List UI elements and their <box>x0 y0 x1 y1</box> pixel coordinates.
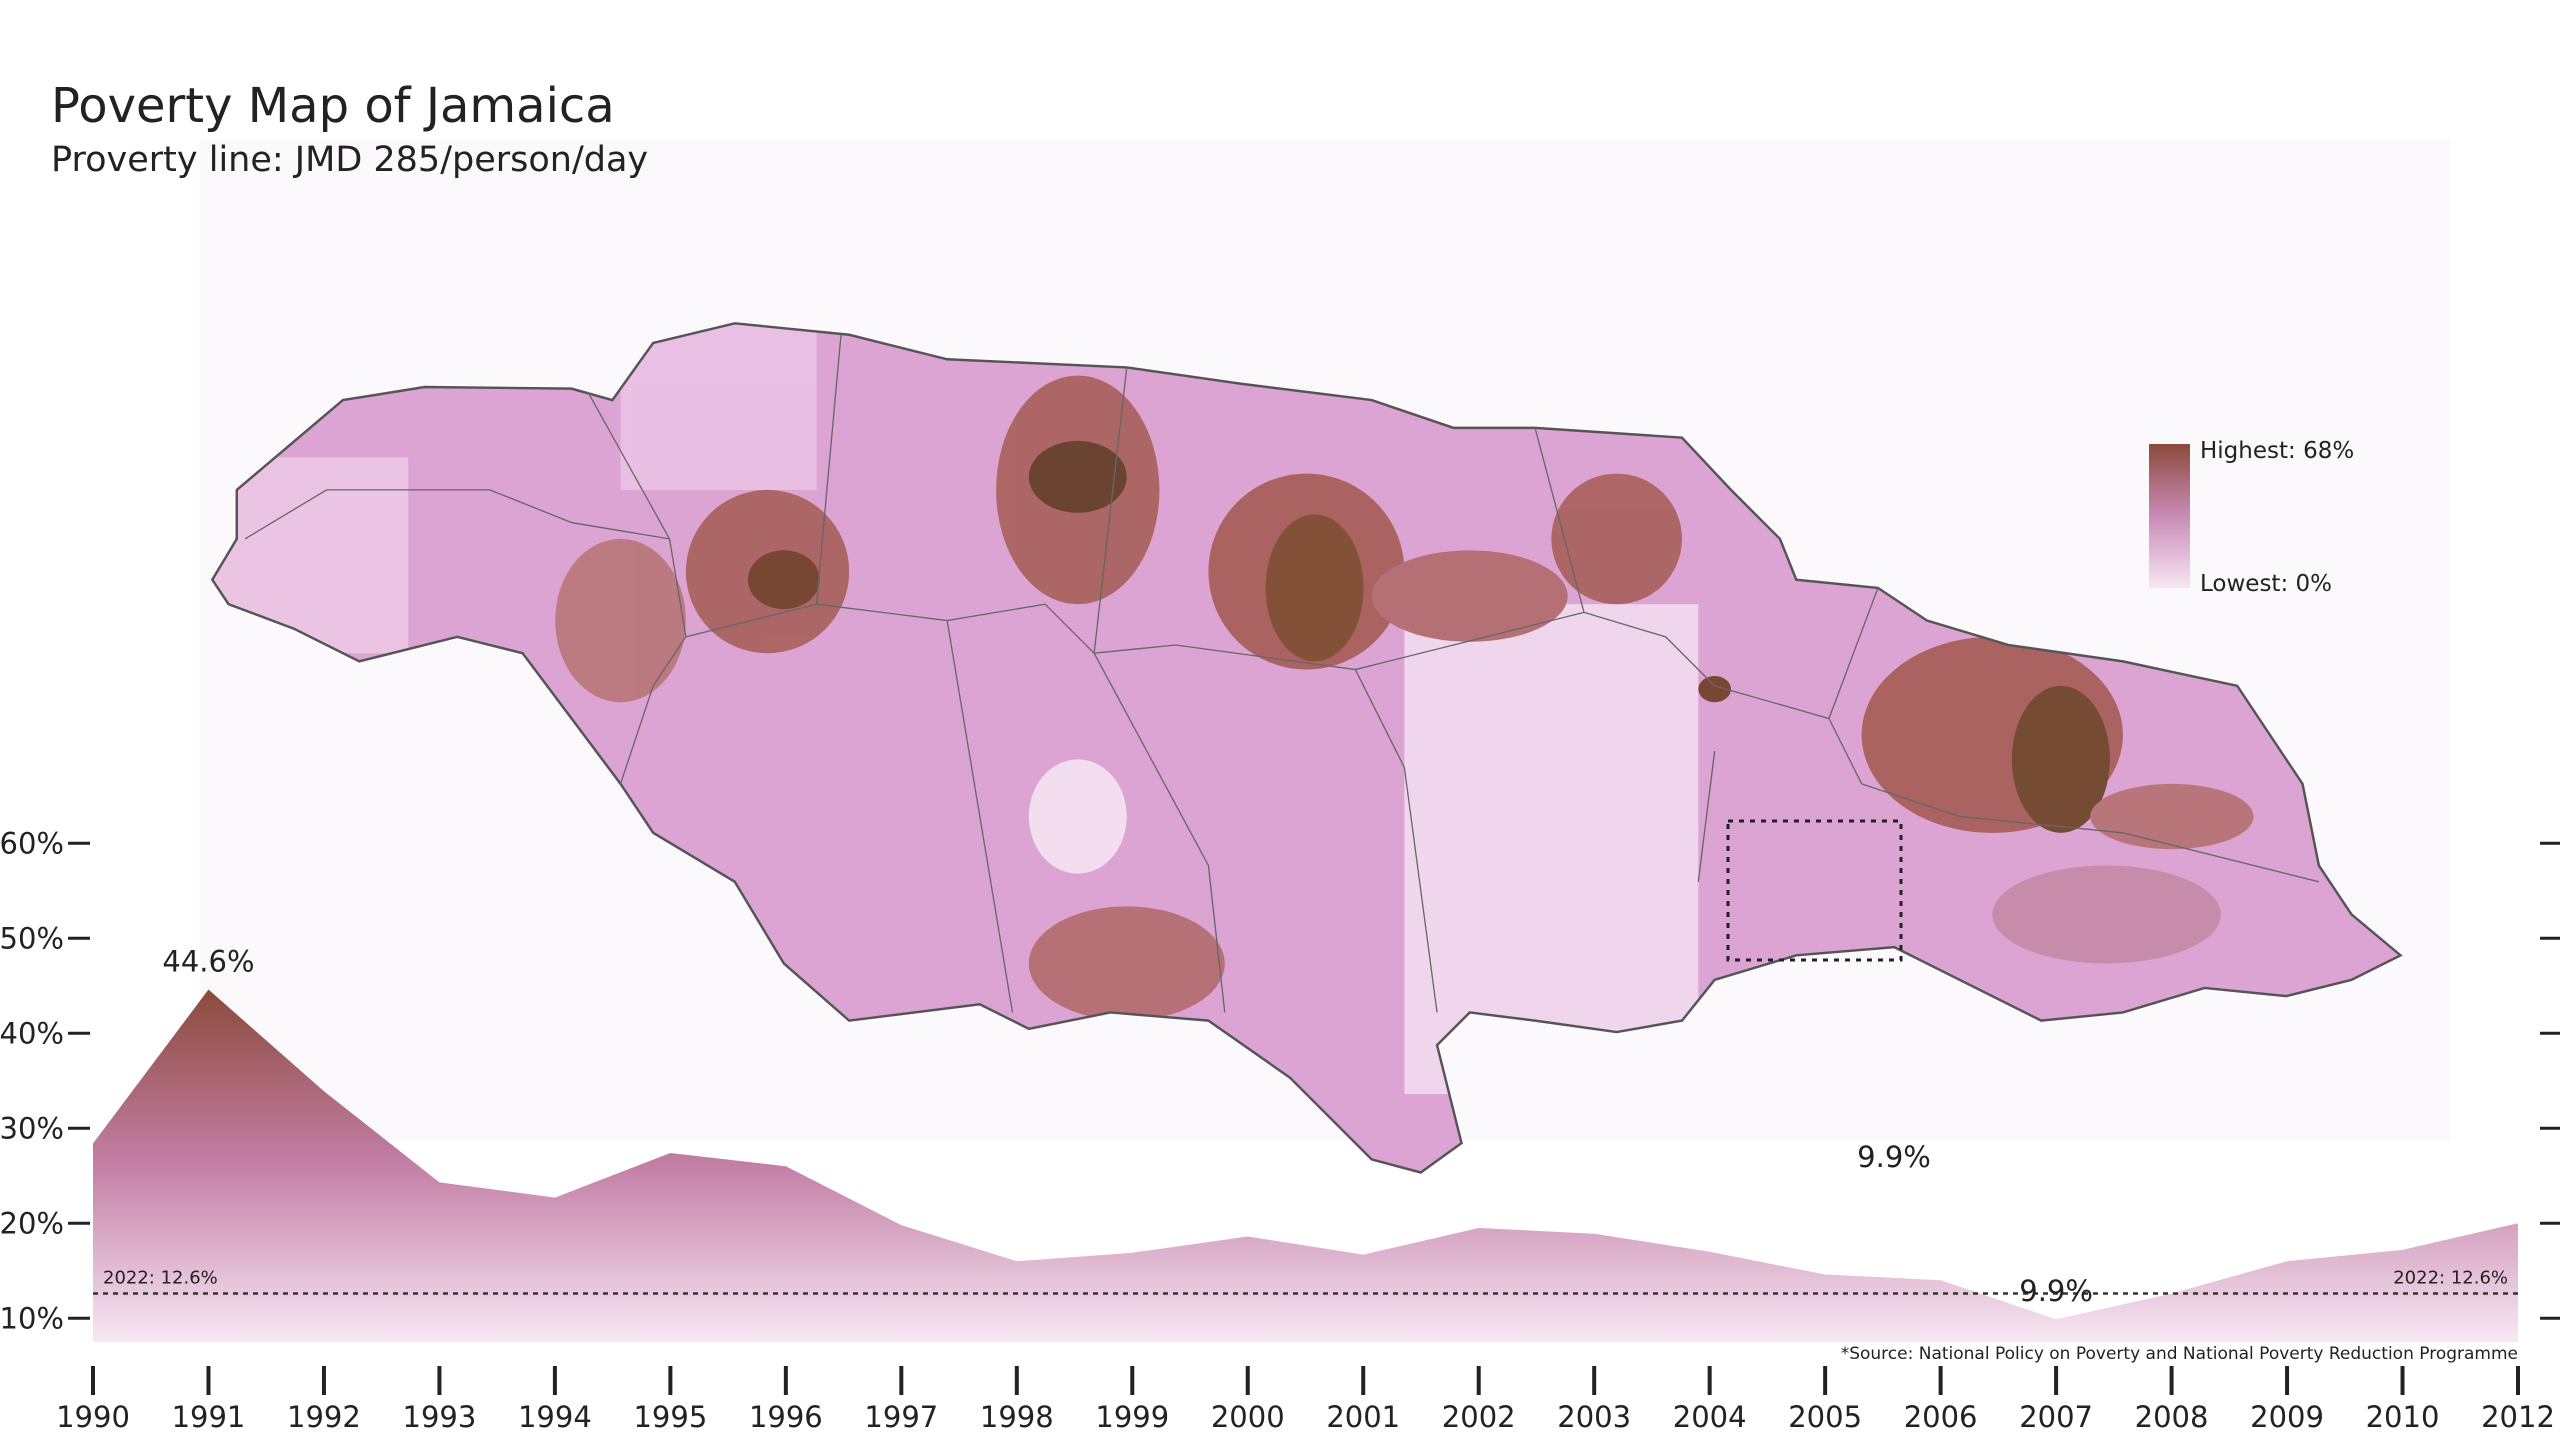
x-tick-label: 2008 <box>2135 1400 2209 1434</box>
x-tick-label: 1996 <box>749 1400 823 1434</box>
x-tick-label: 1999 <box>1095 1400 1169 1434</box>
chart-subtitle: Proverty line: JMD 285/person/day <box>51 140 648 180</box>
kingston-highlight <box>1726 819 1903 962</box>
x-tick-label: 2000 <box>1211 1400 1285 1434</box>
x-tick-label: 2003 <box>1557 1400 1631 1434</box>
source-note: *Source: National Policy on Poverty and … <box>1841 1344 2518 1364</box>
reference-label: 2022: 12.6% <box>103 1268 218 1289</box>
y-tick-label: 40% <box>0 1016 64 1050</box>
area <box>93 989 2518 1342</box>
y-tick-label: 50% <box>0 921 64 955</box>
reference-label: 2022: 12.6% <box>2393 1268 2508 1289</box>
x-tick-label: 1998 <box>980 1400 1054 1434</box>
x-tick-label: 2009 <box>2250 1400 2324 1434</box>
x-tick-label: 1994 <box>518 1400 592 1434</box>
legend-max-label: Highest: 68% <box>2200 438 2354 464</box>
y-tick-label: 10% <box>0 1301 64 1335</box>
value-label: 9.9% <box>1857 1140 1931 1174</box>
x-tick-label: 1991 <box>172 1400 246 1434</box>
legend-gradient <box>2149 444 2190 588</box>
y-tick-label: 60% <box>0 826 64 860</box>
y-tick-label: 20% <box>0 1206 64 1240</box>
x-tick-label: 2005 <box>1788 1400 1862 1434</box>
x-tick-label: 2010 <box>2366 1400 2440 1434</box>
parish-boundaries <box>244 334 2320 1013</box>
x-tick-label: 2001 <box>1326 1400 1400 1434</box>
x-tick-label: 1997 <box>864 1400 938 1434</box>
y-tick-label: 30% <box>0 1111 64 1145</box>
x-tick-label: 2004 <box>1673 1400 1747 1434</box>
value-label: 44.6% <box>162 945 254 979</box>
x-tick-label: 1993 <box>403 1400 477 1434</box>
legend-min-label: Lowest: 0% <box>2200 571 2332 597</box>
x-tick-label: 1992 <box>287 1400 361 1434</box>
x-tick-label: 1990 <box>56 1400 130 1434</box>
x-tick-label: 1995 <box>633 1400 707 1434</box>
x-tick-label: 2007 <box>2019 1400 2093 1434</box>
value-label: 9.9% <box>2019 1274 2093 1308</box>
x-tick-label: 2012 <box>2481 1400 2555 1434</box>
chart-title: Poverty Map of Jamaica <box>51 78 615 134</box>
x-tick-label: 2002 <box>1442 1400 1516 1434</box>
x-tick-label: 2006 <box>1904 1400 1978 1434</box>
